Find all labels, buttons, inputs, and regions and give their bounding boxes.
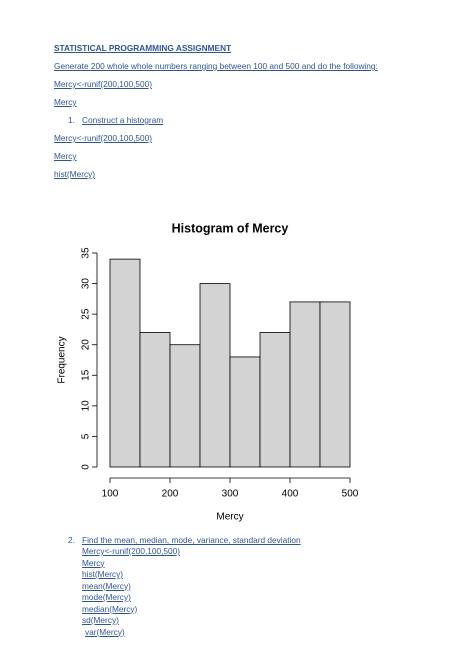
code-line: Mercy <box>82 557 105 568</box>
code-line: mean(Mercy) <box>82 580 131 591</box>
bar <box>229 356 261 468</box>
chart-title: Histogram of Mercy <box>172 221 289 235</box>
list-text: Find the mean, median, mode, variance, s… <box>82 535 301 545</box>
y-axis-label: Frequency <box>57 336 68 383</box>
y-tick-label: 20 <box>81 339 92 351</box>
code-line: sd(Mercy) <box>82 615 119 625</box>
bar <box>319 301 351 468</box>
y-tick-label: 10 <box>81 400 92 412</box>
y-tick-label: 35 <box>81 247 92 259</box>
x-tick-label: 500 <box>342 489 359 500</box>
y-tick-label: 25 <box>81 308 92 320</box>
x-tick-label: 400 <box>282 489 299 500</box>
y-tick-label: 0 <box>81 464 92 470</box>
code-line: median(Mercy) <box>82 603 138 614</box>
y-tick-label: 30 <box>81 278 92 290</box>
bar <box>199 283 231 468</box>
code-line: Mercy<-runif(200,100,500) <box>54 133 152 143</box>
bar <box>109 258 141 468</box>
x-tick-label: 300 <box>222 489 239 500</box>
code-line: mode(Mercy) <box>82 592 131 602</box>
list-number: 2. <box>68 535 75 545</box>
y-tick-label: 15 <box>81 369 92 381</box>
x-axis-label: Mercy <box>216 512 243 523</box>
code-line: hist(Mercy) <box>54 169 96 179</box>
y-tick-label: 5 <box>81 433 92 439</box>
paragraph: Mercy <box>54 97 77 107</box>
list-text: Construct a histogram <box>82 115 164 125</box>
bar <box>169 344 201 468</box>
x-tick-label: 200 <box>162 489 179 500</box>
doc-title: STATISTICAL PROGRAMMING ASSIGNMENT <box>54 43 232 53</box>
bar <box>259 332 291 468</box>
code-line: Mercy <box>54 151 77 161</box>
chart: Histogram of Mercy Mercy Frequency 0 5 10 15 20… <box>57 221 359 523</box>
bar <box>289 301 321 468</box>
paragraph: Mercy<-runif(200,100,500) <box>54 79 152 89</box>
code-line: Mercy<-runif(200,100,500) <box>82 546 180 556</box>
x-tick-label: 100 <box>102 489 119 500</box>
paragraph: Generate 200 whole whole numbers ranging… <box>54 61 378 71</box>
code-line: hist(Mercy) <box>82 569 124 579</box>
bar <box>139 332 171 468</box>
list-number: 1. <box>68 115 75 125</box>
code-line: var(Mercy) <box>85 626 125 637</box>
